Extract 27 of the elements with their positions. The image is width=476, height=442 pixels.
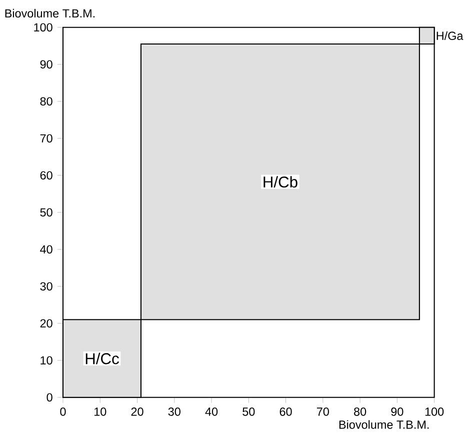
x-tick-label: 70 — [316, 408, 329, 416]
x-tick-label: 10 — [94, 408, 106, 416]
x-tick-label: 80 — [354, 408, 366, 416]
y-tick-label: 80 — [40, 97, 52, 106]
x-tick-label: 40 — [205, 408, 218, 416]
y-tick-label: 0 — [46, 393, 52, 402]
x-tick-label: 60 — [280, 408, 292, 416]
series-label: H/Cb — [264, 176, 298, 188]
x-tick-label: 100 — [425, 408, 444, 416]
x-axis-title: Biovolume T.B.M. — [339, 420, 429, 429]
x-tick-label: 30 — [168, 408, 180, 416]
y-tick-label: 20 — [40, 319, 52, 328]
y-tick-label: 70 — [40, 134, 52, 143]
x-tick-label: 0 — [60, 408, 66, 416]
x-tick-label: 50 — [242, 408, 255, 416]
y-tick-label: 10 — [40, 356, 52, 365]
y-tick-label: 50 — [40, 208, 52, 217]
y-axis-title: Biovolume T.B.M. — [5, 9, 95, 18]
y-tick-label: 30 — [40, 282, 52, 291]
y-tick-label: 100 — [34, 23, 52, 32]
y-tick-label: 60 — [40, 171, 52, 180]
series-label: H/Cc — [86, 352, 119, 364]
y-tick-label: 40 — [40, 245, 52, 254]
x-tick-label: 90 — [391, 408, 404, 416]
series-label: H/Ga — [436, 32, 464, 40]
y-tick-label: 90 — [40, 60, 52, 69]
x-tick-label: 20 — [131, 408, 144, 416]
